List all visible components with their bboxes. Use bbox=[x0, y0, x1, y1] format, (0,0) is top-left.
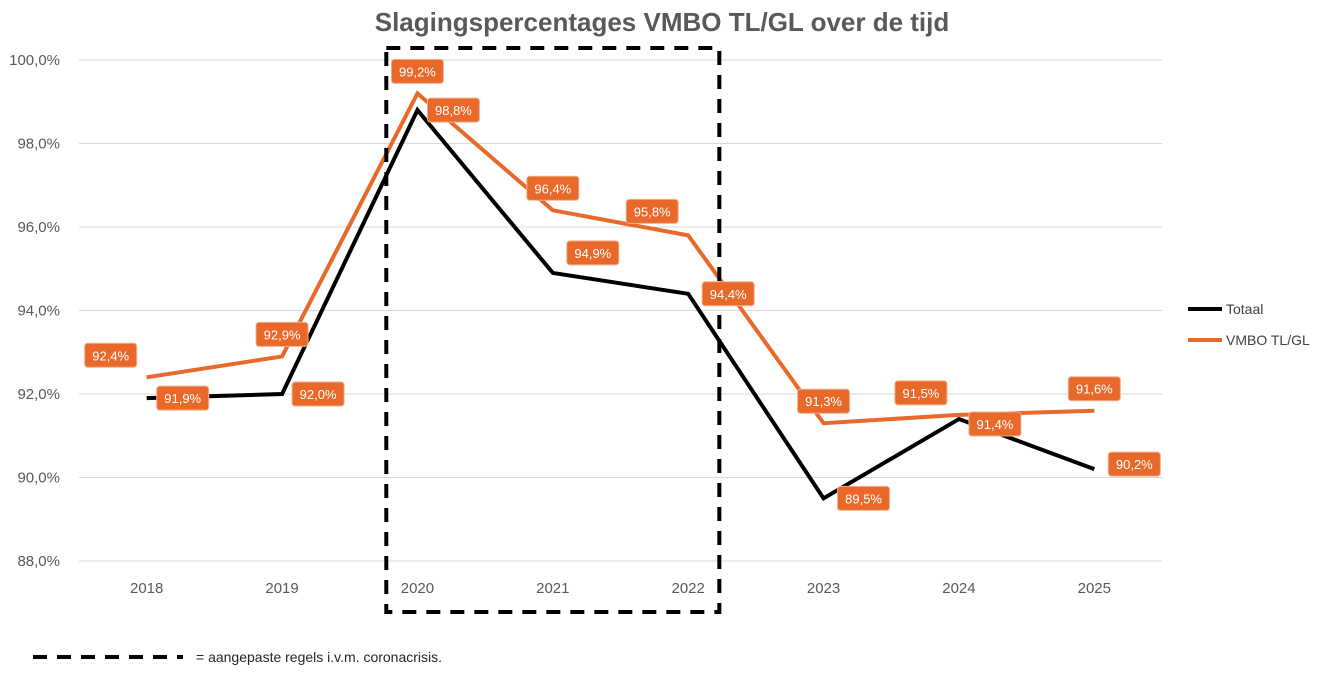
grid-lines bbox=[79, 59, 1162, 562]
data-label-box bbox=[291, 381, 345, 407]
data-label-totaal: 91,4% bbox=[968, 411, 1022, 437]
x-tick-label: 2020 bbox=[401, 580, 434, 597]
data-label-text: 94,9% bbox=[574, 246, 611, 261]
data-label-box bbox=[390, 58, 444, 84]
data-label-vmbo: 99,2% bbox=[390, 58, 444, 84]
data-label-box bbox=[797, 388, 851, 414]
data-label-text: 92,4% bbox=[92, 348, 129, 363]
data-label-text: 92,0% bbox=[300, 387, 337, 402]
data-label-totaal: 90,2% bbox=[1107, 451, 1161, 477]
series-lines bbox=[146, 90, 1096, 502]
data-label-text: 98,8% bbox=[435, 103, 472, 118]
footnote-text: = aangepaste regels i.v.m. coronacrisis. bbox=[196, 649, 442, 665]
data-label-box bbox=[701, 281, 755, 307]
footnote: = aangepaste regels i.v.m. coronacrisis. bbox=[33, 649, 442, 665]
series-line-totaal bbox=[146, 106, 1096, 502]
data-label-box bbox=[426, 97, 480, 123]
data-label-vmbo: 92,9% bbox=[255, 321, 309, 347]
x-tick-label: 2021 bbox=[536, 580, 569, 597]
x-tick-label: 2025 bbox=[1078, 580, 1111, 597]
data-label-text: 96,4% bbox=[534, 181, 571, 196]
legend: Totaal VMBO TL/GL bbox=[1188, 301, 1310, 348]
y-tick-label: 92,0% bbox=[17, 386, 60, 403]
data-label-totaal: 89,5% bbox=[837, 485, 891, 511]
data-label-box bbox=[625, 198, 679, 224]
y-tick-label: 100,0% bbox=[9, 52, 60, 69]
data-label-box bbox=[255, 321, 309, 347]
data-label-totaal: 94,4% bbox=[701, 281, 755, 307]
y-tick-label: 90,0% bbox=[17, 470, 60, 487]
data-label-totaal: 92,0% bbox=[291, 381, 345, 407]
data-label-totaal: 98,8% bbox=[426, 97, 480, 123]
data-label-text: 91,3% bbox=[805, 394, 842, 409]
highlight-rect bbox=[384, 46, 722, 614]
data-label-text: 91,6% bbox=[1076, 382, 1113, 397]
data-label-text: 90,2% bbox=[1116, 457, 1153, 472]
data-label-box bbox=[156, 385, 210, 411]
data-label-vmbo: 95,8% bbox=[625, 198, 679, 224]
data-label-text: 89,5% bbox=[845, 491, 882, 506]
data-labels: 91,9% 92,0% 98,8% 94,9% 94,4% 89,5% 91,4% 90,2%… bbox=[84, 58, 1161, 511]
data-label-box bbox=[894, 380, 948, 406]
chart-title: Slagingspercentages VMBO TL/GL over de t… bbox=[375, 7, 950, 37]
data-label-totaal: 94,9% bbox=[566, 240, 620, 266]
x-tick-label: 2023 bbox=[807, 580, 840, 597]
data-label-vmbo: 92,4% bbox=[84, 342, 138, 368]
x-axis-ticks: 2018 2019 2020 2021 2022 2023 2024 2025 bbox=[130, 580, 1111, 597]
x-tick-label: 2018 bbox=[130, 580, 163, 597]
data-label-text: 91,4% bbox=[977, 417, 1014, 432]
data-label-text: 94,4% bbox=[710, 287, 747, 302]
data-label-vmbo: 91,3% bbox=[797, 388, 851, 414]
y-tick-label: 94,0% bbox=[17, 303, 60, 320]
data-label-text: 95,8% bbox=[634, 204, 671, 219]
y-tick-label: 96,0% bbox=[17, 219, 60, 236]
data-label-box bbox=[968, 411, 1022, 437]
data-label-vmbo: 91,6% bbox=[1067, 376, 1121, 402]
data-label-box bbox=[1107, 451, 1161, 477]
data-label-box bbox=[566, 240, 620, 266]
y-tick-label: 88,0% bbox=[17, 553, 60, 570]
data-label-vmbo: 91,5% bbox=[894, 380, 948, 406]
data-label-vmbo: 96,4% bbox=[526, 175, 580, 201]
y-tick-label: 98,0% bbox=[17, 136, 60, 153]
x-tick-label: 2024 bbox=[942, 580, 975, 597]
legend-label: Totaal bbox=[1226, 301, 1263, 317]
data-label-box bbox=[1067, 376, 1121, 402]
x-tick-label: 2022 bbox=[672, 580, 705, 597]
data-label-box bbox=[526, 175, 580, 201]
data-label-totaal: 91,9% bbox=[156, 385, 210, 411]
data-label-text: 91,5% bbox=[903, 386, 940, 401]
data-label-text: 99,2% bbox=[399, 64, 436, 79]
data-label-text: 92,9% bbox=[264, 327, 301, 342]
data-label-box bbox=[84, 342, 138, 368]
y-axis-ticks: 88,0% 90,0% 92,0% 94,0% 96,0% 98,0% 100,0% bbox=[9, 52, 60, 570]
data-label-box bbox=[837, 485, 891, 511]
legend-label: VMBO TL/GL bbox=[1226, 332, 1310, 348]
data-label-text: 91,9% bbox=[164, 391, 201, 406]
series-line-vmbo-tl-gl bbox=[146, 90, 1095, 426]
corona-highlight-box bbox=[384, 46, 722, 614]
x-tick-label: 2019 bbox=[265, 580, 298, 597]
